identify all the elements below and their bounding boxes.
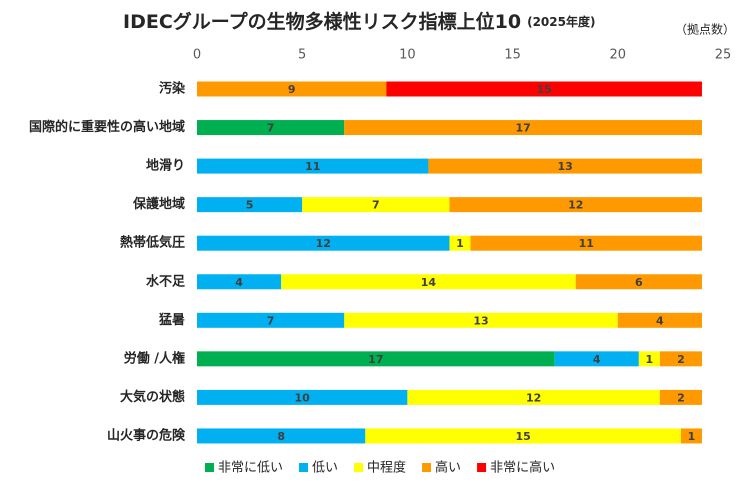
bar-segment bbox=[365, 428, 681, 444]
category-label: 国際的に重要性の高い地域 bbox=[29, 119, 185, 135]
bar-segment bbox=[197, 274, 282, 290]
data-label: 7 bbox=[267, 314, 275, 327]
bar-segment bbox=[197, 389, 408, 405]
data-label: 1 bbox=[456, 237, 464, 250]
bar-segment bbox=[197, 351, 555, 367]
bar-segment bbox=[449, 197, 702, 213]
category-label: 汚染 bbox=[159, 81, 186, 97]
x-tick-label: 15 bbox=[504, 48, 521, 63]
bar-segment bbox=[659, 351, 702, 367]
data-label: 4 bbox=[656, 314, 664, 327]
bar-segment bbox=[659, 389, 702, 405]
data-label: 11 bbox=[305, 160, 320, 173]
unit-label: （拠点数） bbox=[675, 22, 735, 37]
data-label: 13 bbox=[473, 314, 488, 327]
data-label: 4 bbox=[235, 276, 243, 289]
data-label: 13 bbox=[558, 160, 573, 173]
legend-label: 非常に高い bbox=[490, 460, 555, 476]
x-tick-label: 0 bbox=[193, 48, 201, 63]
data-label: 14 bbox=[421, 276, 437, 289]
data-label: 5 bbox=[246, 199, 254, 212]
legend-swatch bbox=[205, 463, 214, 472]
data-label: 17 bbox=[368, 353, 383, 366]
data-label: 4 bbox=[593, 353, 601, 366]
data-label: 1 bbox=[646, 353, 654, 366]
category-label: 山火事の危険 bbox=[107, 427, 186, 443]
category-label: 保護地域 bbox=[132, 196, 185, 212]
bar-segment bbox=[197, 120, 345, 136]
data-label: 6 bbox=[635, 276, 643, 289]
bar-segment bbox=[386, 81, 702, 97]
bar-segment bbox=[281, 274, 576, 290]
x-tick-label: 5 bbox=[298, 48, 306, 63]
data-label: 2 bbox=[677, 391, 685, 404]
data-label: 11 bbox=[579, 237, 594, 250]
data-label: 1 bbox=[688, 430, 696, 443]
data-label: 7 bbox=[372, 199, 380, 212]
data-label: 15 bbox=[515, 430, 530, 443]
x-tick-label: 10 bbox=[399, 48, 416, 63]
legend-label: 中程度 bbox=[367, 460, 406, 476]
bar-segment bbox=[680, 428, 702, 444]
data-label: 9 bbox=[288, 83, 296, 96]
bar-segment bbox=[575, 274, 702, 290]
bar-segment bbox=[407, 389, 660, 405]
bar-segment bbox=[638, 351, 660, 367]
data-label: 7 bbox=[267, 122, 275, 135]
category-label: 労働 /人権 bbox=[124, 350, 185, 366]
bar-segment bbox=[428, 158, 702, 174]
legend-swatch bbox=[299, 463, 309, 472]
title-text: IDECグループの生物多様性リスク指標上位10 bbox=[123, 10, 521, 33]
category-label: 熱帯低気圧 bbox=[120, 235, 185, 251]
data-label: 2 bbox=[677, 353, 685, 366]
bar-segment bbox=[197, 235, 450, 251]
bar-segment bbox=[617, 312, 702, 328]
category-label: 猛暑 bbox=[158, 312, 185, 328]
data-label: 12 bbox=[568, 199, 583, 212]
x-tick-label: 25 bbox=[715, 48, 732, 63]
category-label: 地滑り bbox=[146, 158, 185, 174]
chart-title: IDECグループの生物多様性リスク指標上位10 (2025年度) bbox=[123, 10, 595, 33]
data-label: 10 bbox=[295, 391, 311, 404]
bar-segment bbox=[449, 235, 471, 251]
data-label: 15 bbox=[537, 83, 552, 96]
legend-swatch bbox=[354, 463, 364, 472]
data-label: 12 bbox=[526, 391, 541, 404]
data-label: 17 bbox=[515, 122, 530, 135]
legend-label: 非常に低い bbox=[218, 461, 283, 476]
bar-segment bbox=[344, 312, 618, 328]
legend-swatch bbox=[477, 463, 487, 472]
bar-segment bbox=[197, 197, 303, 213]
data-label: 8 bbox=[277, 430, 285, 443]
bar-segment bbox=[302, 197, 450, 213]
bar-segment bbox=[554, 351, 639, 367]
bar-segment bbox=[344, 120, 702, 136]
x-tick-label: 20 bbox=[610, 48, 627, 63]
bar-segment bbox=[197, 428, 366, 444]
data-label: 12 bbox=[316, 237, 331, 250]
legend-label: 低い bbox=[312, 461, 338, 476]
bar-segment bbox=[197, 158, 429, 174]
bar-segment bbox=[197, 81, 387, 97]
bar-segment bbox=[197, 312, 345, 328]
legend-label: 高い bbox=[435, 460, 461, 476]
subtitle: (2025年度) bbox=[527, 14, 595, 29]
legend-swatch bbox=[422, 463, 432, 472]
bar-segment bbox=[470, 235, 702, 251]
category-label: 水不足 bbox=[146, 273, 186, 289]
category-label: 大気の状態 bbox=[120, 389, 185, 405]
